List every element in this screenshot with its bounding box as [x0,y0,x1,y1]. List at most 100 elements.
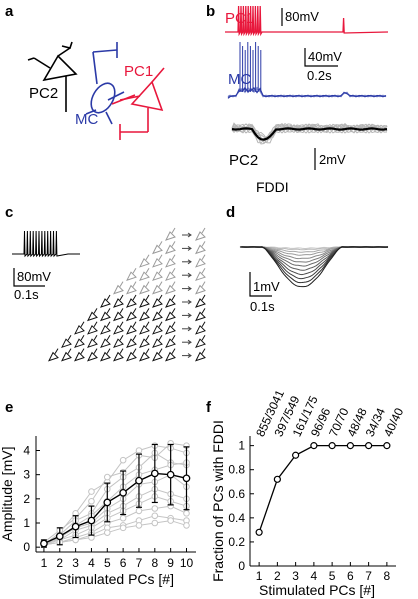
row-arrow-head [187,299,192,305]
psp-trace [239,246,389,276]
e-individual-point [103,473,111,481]
stimulated-pc-icon [113,294,124,308]
e-individual-point [151,512,159,520]
e-x-tick-label: 4 [88,556,95,570]
f-x-tick-label: 4 [311,569,318,583]
c-scale-v: 80mV [17,269,51,284]
pc2-neuron-icon [27,41,78,112]
e-mean-point [55,532,64,541]
pc1-label: PC1 [124,63,153,80]
pc2-traces [231,122,388,145]
f-y-tick-label: 0 [238,559,245,573]
stimulated-pc-icon [87,334,98,349]
d-scalebar [249,272,272,297]
stimulated-pc-icon [100,308,111,322]
c-scale-t: 0.1s [14,287,39,302]
stimulation-grid [48,227,206,362]
psp-trace [240,246,389,288]
f-x-label: Stimulated PCs [#] [259,582,375,598]
panel-b-traces: PC1 80mV MC 40mV 0.2s PC2 2mV FDDI [225,5,389,195]
e-mean-point [40,539,48,548]
e-x-tick-label: 9 [167,556,174,570]
e-y-tick-label: 4 [23,444,30,458]
stimulated-pc-icon [165,334,176,349]
mc-scalebar [304,48,338,67]
pc1-trace [225,5,389,37]
stimulated-pc-icon [139,254,150,268]
e-individual-line [43,495,187,546]
e-x-tick-label: 7 [136,556,143,570]
d-scale-t: 0.1s [250,299,275,314]
stimulated-pc-icon [165,254,176,268]
stimulated-pc-icon [139,267,150,282]
recorded-pc-icon [195,348,206,362]
stimulated-pc-icon [152,321,163,335]
e-x-tick-label: 10 [180,556,194,570]
f-point [292,451,300,459]
stimulated-pc-icon [139,281,150,295]
e-individual-line [43,474,187,546]
stimulated-pc-icon [152,254,163,268]
f-y-tick-label: 0.2 [228,535,245,549]
f-x-tick-label: 3 [292,569,299,583]
f-x-tick-label: 2 [274,569,281,583]
stimulated-pc-icon [48,348,59,362]
stimulated-pc-icon [61,348,72,362]
e-individual-line [43,445,187,546]
stimulated-pc-icon [113,321,124,335]
psp-trace [239,246,389,271]
f-point [310,442,318,450]
recorded-pc-icon [195,334,206,349]
panel-label-d: d [226,204,235,221]
row-arrow-head [187,312,192,318]
stimulated-pc-icon [126,294,137,308]
e-x-tick-label: 3 [72,556,79,570]
stimulated-pc-icon [165,241,176,255]
pc2-label: PC2 [29,85,58,102]
stimulated-pc-icon [126,348,137,362]
f-x-tick-label: 6 [347,569,354,583]
stimulated-pc-icon [126,321,137,335]
e-individual-line [43,488,187,543]
panel-label-c: c [5,204,13,221]
e-mean-point [103,498,112,507]
f-y-tick-label: 0.8 [228,463,245,477]
row-arrow-head [187,339,192,345]
f-point [255,528,263,536]
recorded-pc-icon [195,267,206,282]
e-individual-line [43,442,187,543]
stimulated-pc-icon [139,321,150,335]
recorded-pc-icon [195,241,206,255]
stimulated-pc-icon [126,281,137,295]
e-x-tick-label: 8 [151,556,158,570]
stimulated-pc-icon [74,321,85,335]
stimulated-pc-icon [152,294,163,308]
stimulated-pc-icon [74,334,85,349]
stimulated-pc-icon [139,334,150,349]
e-mean-point [119,488,127,497]
mc-scale-v: 40mV [308,49,342,64]
e-y-tick-label: 3 [23,468,30,482]
f-x-tick-label: 7 [365,569,372,583]
stimulated-pc-icon [61,334,72,349]
fddi-label: FDDI [256,179,289,195]
e-x-tick-label: 5 [104,556,111,570]
e-individual-point [119,456,127,464]
pc1-neuron-icon [111,67,165,140]
e-individual-point [88,497,95,505]
mc-label: MC [75,111,98,128]
e-individual-point [151,505,159,512]
f-x-tick-label: 8 [384,569,391,583]
e-individual-point [183,522,190,529]
trace-label-pc2: PC2 [229,152,258,169]
f-point [365,442,373,450]
mc-scale-t: 0.2s [307,68,332,83]
trace-label-mc: MC [228,71,251,88]
e-mean-point [166,470,175,479]
stimulated-pc-icon [165,281,176,295]
stimulated-pc-icon [152,348,163,362]
pc2-mean-trace [231,127,388,141]
e-y-tick-label: 2 [23,492,30,506]
panel-c: 80mV 0.1s [12,227,206,362]
